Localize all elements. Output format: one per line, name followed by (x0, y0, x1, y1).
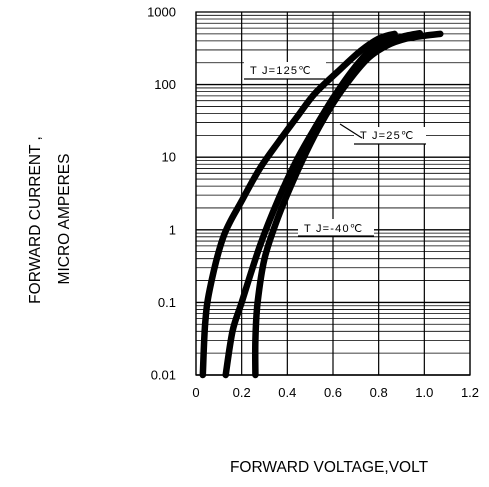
x-tick-label: 1.2 (461, 385, 479, 400)
y-tick-label: 0.01 (151, 368, 176, 383)
curve-label: T J=125℃ (250, 65, 312, 77)
curve-label: T J=25℃ (360, 130, 415, 142)
x-tick-label: 0 (192, 385, 199, 400)
curve-label-backdrop (244, 62, 326, 79)
x-tick-label: 0.6 (324, 385, 342, 400)
x-tick-label: 0.2 (233, 385, 251, 400)
plot-frame (195, 11, 471, 376)
y-tick-label: 1000 (147, 5, 176, 20)
y-tick-label: 100 (154, 77, 176, 92)
curve-label-backdrop (354, 127, 426, 144)
series-line (199, 30, 398, 379)
curve-label-leader (339, 123, 363, 139)
curve-label-backdrop (298, 219, 374, 236)
y-tick-label: 0.1 (158, 295, 176, 310)
x-tick-label: 1.0 (415, 385, 433, 400)
tick-labels: 0 0.2 0.4 0.6 0.8 1.0 1.2 0.01 0.1 1 10 100 1000 (147, 5, 479, 401)
curve-label: T J=-40℃ (304, 223, 363, 235)
series-line (222, 29, 424, 379)
x-tick-label: 0.4 (278, 385, 296, 400)
y-tick-label: 1 (169, 222, 176, 237)
curve-labels: T J=125℃ T J=25℃ T J=-40℃ (244, 62, 426, 237)
x-tick-label: 0.8 (370, 385, 388, 400)
x-axis-title: FORWARD VOLTAGE,VOLT (230, 459, 429, 476)
curves (199, 29, 444, 379)
y-axis-title-line-1: FORWARD CURRENT , (27, 136, 44, 304)
y-axis-title-line-2: MICRO AMPERES (56, 154, 73, 285)
y-tick-label: 10 (162, 150, 176, 165)
grid (195, 12, 471, 376)
series-line (251, 30, 444, 379)
